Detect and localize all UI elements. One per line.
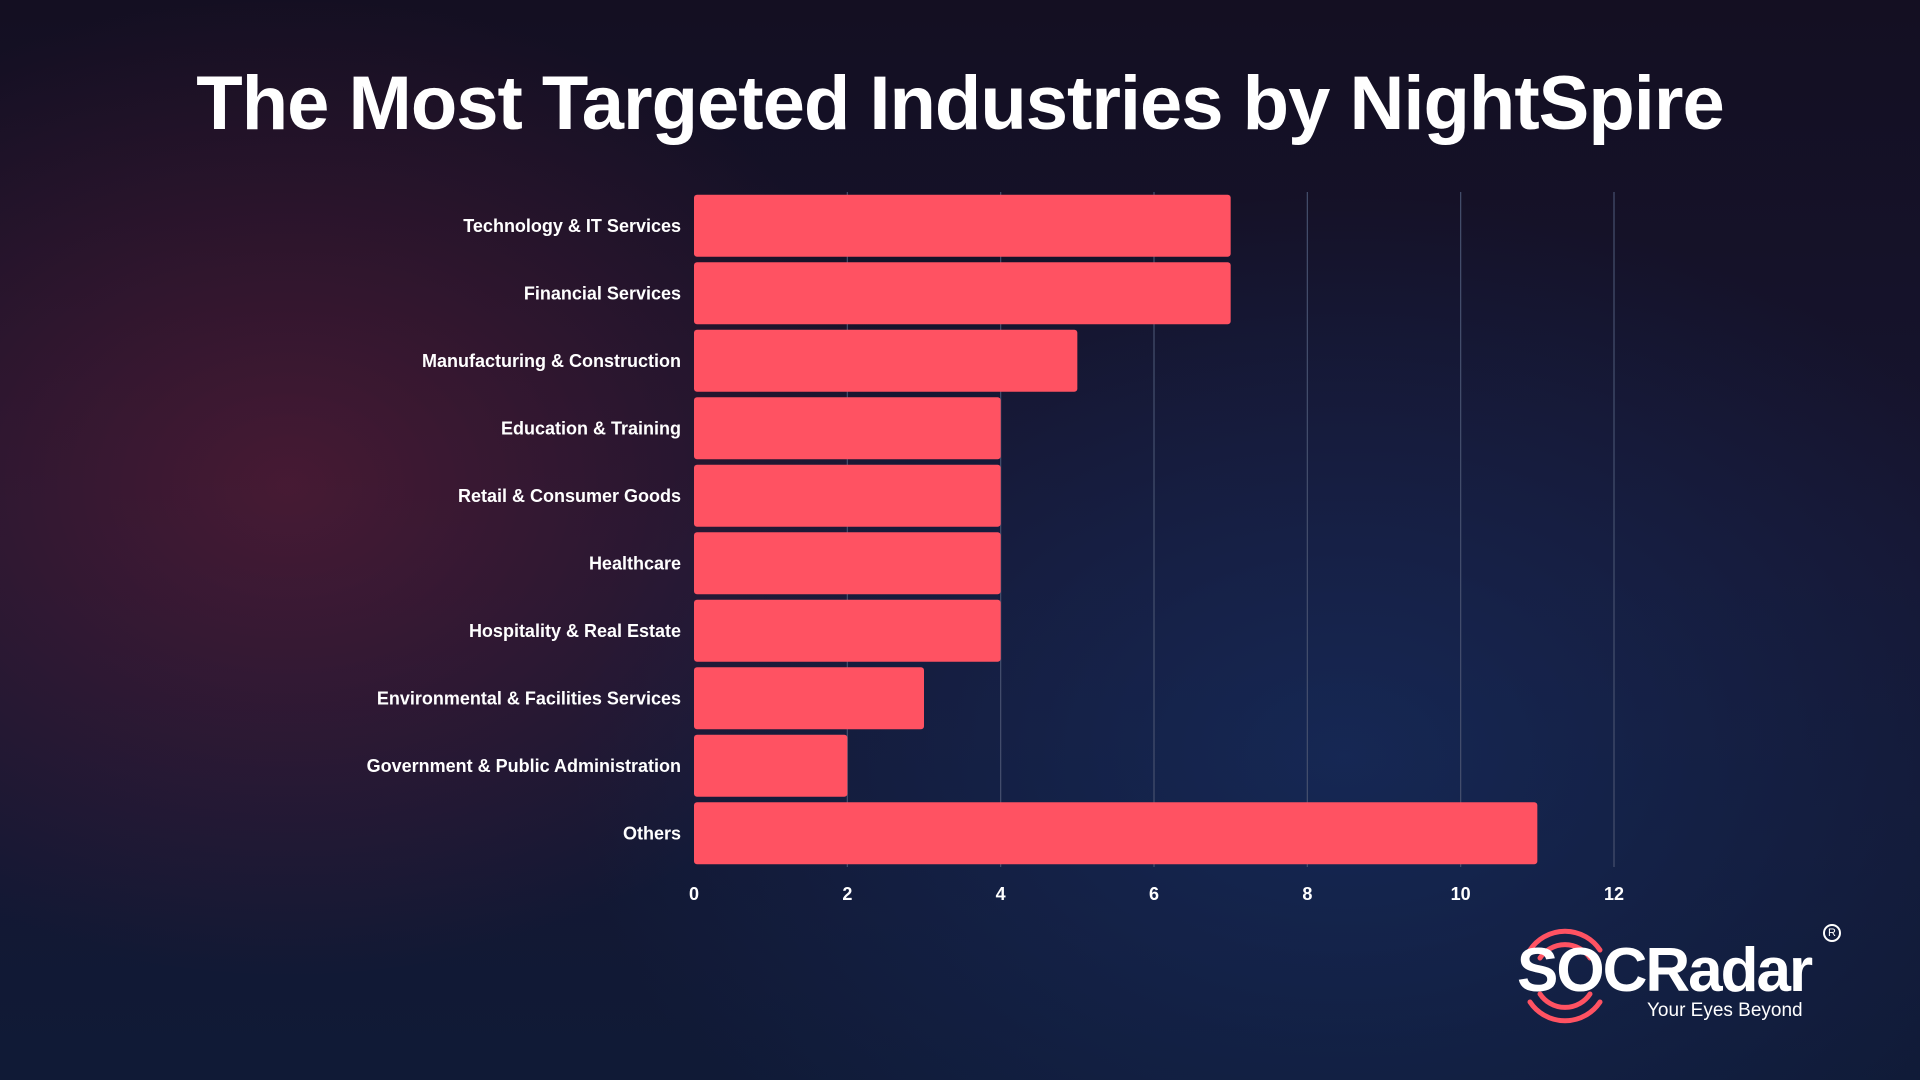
x-tick-label: 12 (1604, 884, 1624, 904)
bar (694, 397, 1001, 460)
x-tick-label: 8 (1302, 884, 1312, 904)
category-label: Manufacturing & Construction (422, 351, 681, 371)
category-label: Technology & IT Services (463, 216, 681, 236)
category-label: Environmental & Facilities Services (377, 688, 681, 708)
category-label: Education & Training (501, 418, 681, 438)
bar (694, 194, 1231, 257)
bar (694, 532, 1001, 595)
category-label: Financial Services (524, 283, 681, 303)
bar (694, 262, 1231, 325)
registered-mark-icon: R (1823, 924, 1841, 942)
category-label: Others (623, 823, 681, 843)
page-title: The Most Targeted Industries by NightSpi… (196, 61, 1724, 146)
category-label: Retail & Consumer Goods (458, 486, 681, 506)
x-tick-label: 0 (689, 884, 699, 904)
x-tick-label: 6 (1149, 884, 1159, 904)
logo-wordmark: SOCRadar (1517, 936, 1813, 1005)
category-label: Hospitality & Real Estate (469, 621, 681, 641)
logo-tagline: Your Eyes Beyond (1647, 1000, 1803, 1021)
bar (694, 734, 848, 797)
bar (694, 599, 1001, 662)
x-tick-label: 10 (1451, 884, 1471, 904)
bar (694, 329, 1078, 392)
category-label: Government & Public Administration (367, 756, 681, 776)
x-tick-label: 2 (842, 884, 852, 904)
radar-rings-icon (1527, 928, 1603, 1024)
bar (694, 667, 924, 730)
bars (694, 194, 1538, 865)
x-axis-ticks: 0 2 4 6 8 10 12 (689, 884, 1624, 904)
category-labels: Technology & IT Services Financial Servic… (367, 216, 681, 844)
x-tick-label: 4 (996, 884, 1006, 904)
bar (694, 802, 1538, 865)
socradar-logo: SOCRadar R Your Eyes Beyond (1505, 920, 1845, 1030)
category-label: Healthcare (589, 553, 681, 573)
bar (694, 464, 1001, 527)
